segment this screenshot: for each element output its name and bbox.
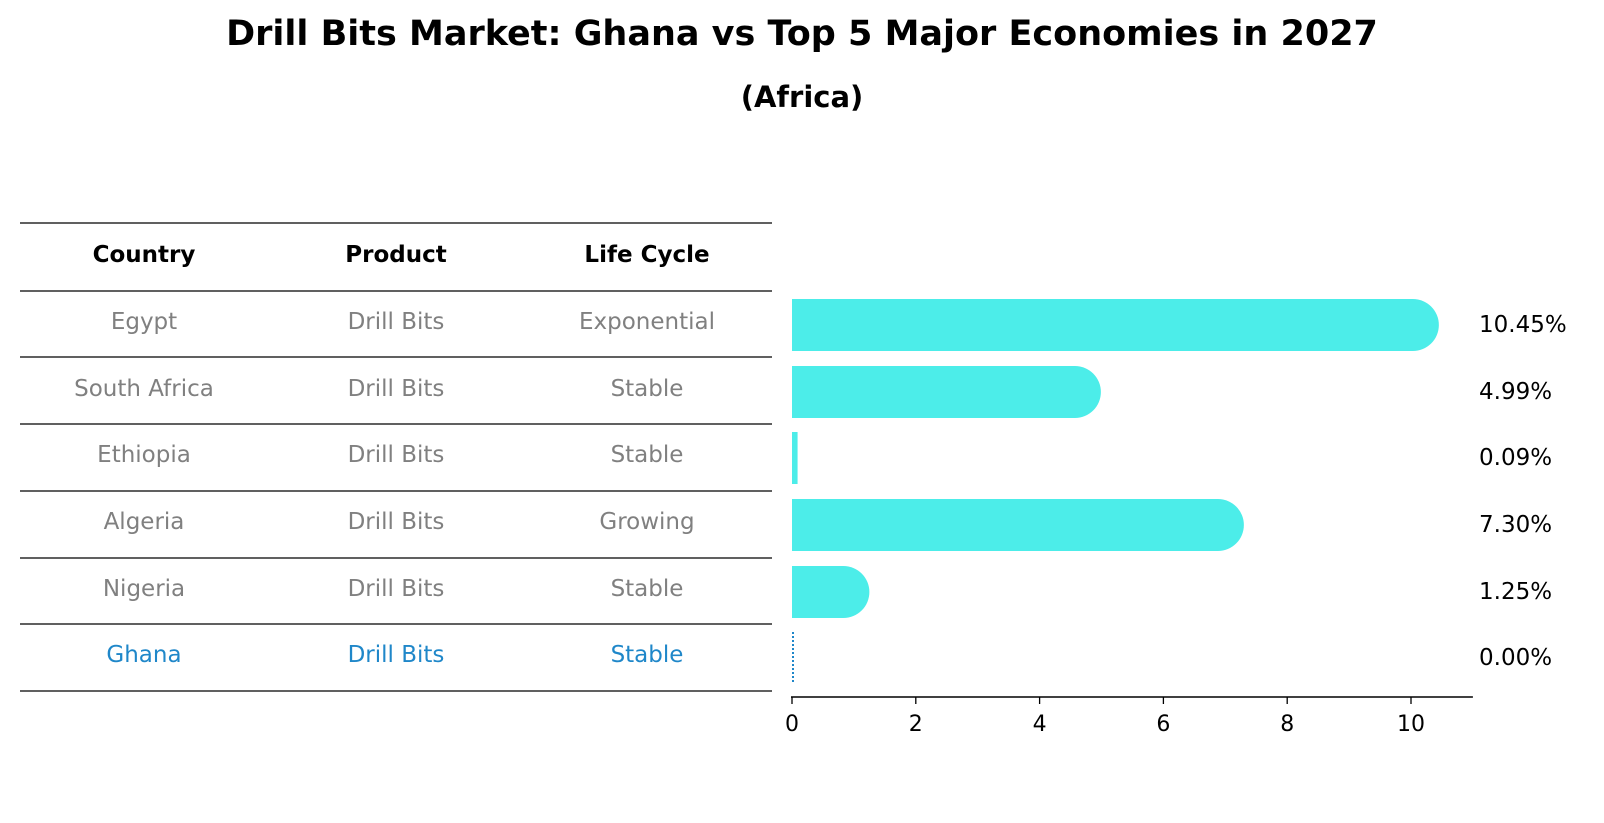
bar: [792, 499, 1244, 551]
table-row: South Africa Drill Bits Stable: [74, 376, 683, 402]
bar: [792, 566, 870, 618]
table-row: Ethiopia Drill Bits Stable: [97, 442, 683, 468]
country-cell: Nigeria: [103, 576, 185, 602]
life-cycle-header: Life Cycle: [584, 242, 709, 268]
bar-value-label: 10.45%: [1479, 312, 1567, 338]
x-tick-label: 0: [785, 712, 799, 737]
life-cycle-cell: Growing: [599, 509, 694, 535]
bar-value-label: 4.99%: [1479, 379, 1552, 405]
x-tick-label: 8: [1280, 712, 1294, 737]
bar-value-label: 1.25%: [1479, 579, 1552, 605]
chart-title: Drill Bits Market: Ghana vs Top 5 Major …: [226, 14, 1378, 54]
bar-value-label: 0.00%: [1479, 645, 1552, 671]
country-cell: South Africa: [74, 376, 214, 402]
x-tick-label: 10: [1397, 712, 1425, 737]
bar: [792, 432, 798, 484]
bar-group: 4.99%: [792, 366, 1552, 418]
life-cycle-cell: Stable: [611, 576, 684, 602]
country-header: Country: [93, 242, 196, 268]
bar-value-label: 0.09%: [1479, 445, 1552, 471]
bar-value-label: 7.30%: [1479, 512, 1552, 538]
bar-group: 1.25%: [792, 566, 1552, 618]
bar-group: 7.30%: [792, 499, 1552, 551]
table-row: Algeria Drill Bits Growing: [104, 509, 695, 535]
life-cycle-cell: Stable: [611, 442, 684, 468]
bar-group: 0.00%: [792, 632, 1552, 684]
product-cell: Drill Bits: [348, 309, 445, 335]
chart-subtitle: (Africa): [740, 80, 864, 114]
x-tick-label: 6: [1156, 712, 1170, 737]
product-header: Product: [345, 242, 446, 268]
life-cycle-cell: Stable: [611, 642, 684, 668]
country-cell: Ghana: [106, 642, 181, 668]
bar-group: 10.45%: [792, 299, 1567, 351]
country-cell: Egypt: [111, 309, 177, 335]
bar: [792, 299, 1439, 351]
x-tick-label: 2: [909, 712, 923, 737]
product-cell: Drill Bits: [348, 442, 445, 468]
product-cell: Drill Bits: [348, 376, 445, 402]
bar-group: 0.09%: [792, 432, 1552, 484]
country-cell: Algeria: [104, 509, 185, 535]
country-cell: Ethiopia: [97, 442, 191, 468]
product-cell: Drill Bits: [348, 576, 445, 602]
product-cell: Drill Bits: [348, 509, 445, 535]
life-cycle-cell: Stable: [611, 376, 684, 402]
product-cell: Drill Bits: [348, 642, 445, 668]
life-cycle-cell: Exponential: [579, 309, 715, 335]
table-row: Ghana Drill Bits Stable: [106, 642, 683, 668]
table-row: Egypt Drill Bits Exponential: [111, 309, 715, 335]
table-row: Nigeria Drill Bits Stable: [103, 576, 684, 602]
bar: [792, 366, 1101, 418]
x-tick-label: 4: [1033, 712, 1047, 737]
